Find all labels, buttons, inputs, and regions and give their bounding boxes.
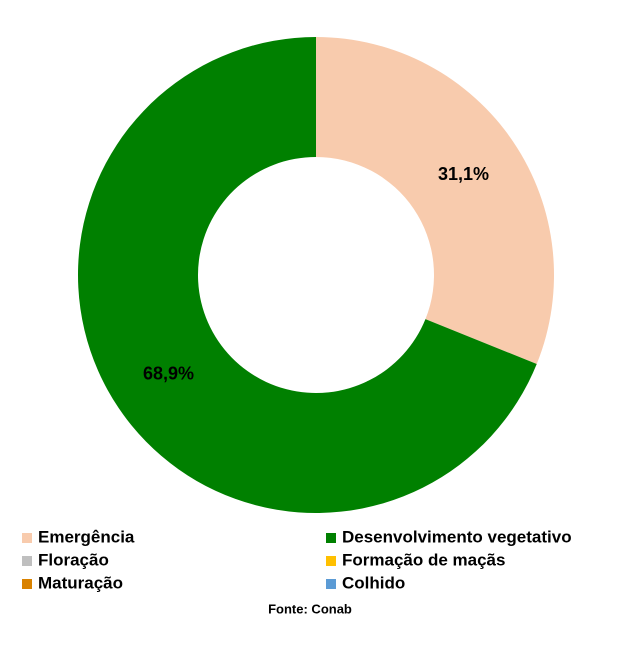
legend-label: Desenvolvimento vegetativo xyxy=(342,527,572,546)
legend-swatch xyxy=(326,579,336,589)
legend-label: Maturação xyxy=(38,573,123,592)
legend-swatch xyxy=(326,533,336,543)
legend-label: Formação de maçãs xyxy=(342,550,505,569)
legend-swatch xyxy=(22,533,32,543)
value-label: 31,1% xyxy=(438,164,489,184)
legend-swatch xyxy=(22,556,32,566)
legend-label: Colhido xyxy=(342,573,405,592)
legend-label: Emergência xyxy=(38,527,135,546)
slice xyxy=(78,37,537,513)
legend-swatch xyxy=(22,579,32,589)
legend-swatch xyxy=(326,556,336,566)
legend-label: Floração xyxy=(38,550,109,569)
slice xyxy=(316,37,554,365)
value-label: 68,9% xyxy=(143,363,194,383)
source: Fonte: Conab xyxy=(268,601,352,616)
